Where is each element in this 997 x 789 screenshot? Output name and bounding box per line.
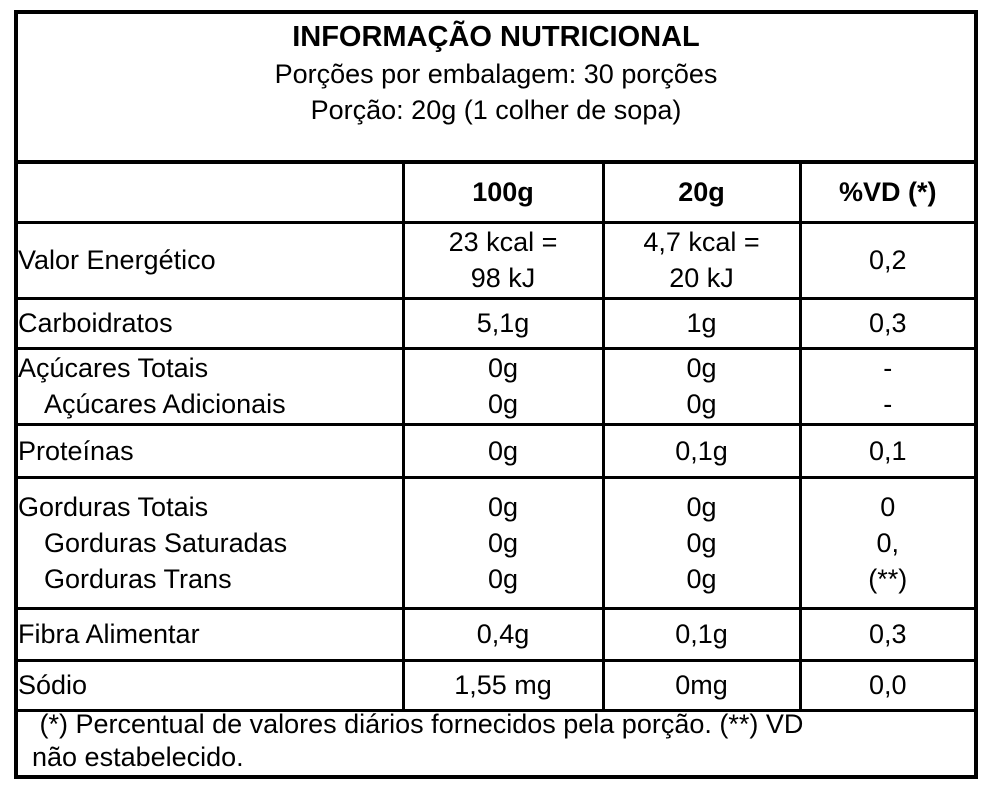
value-sub: 0g bbox=[686, 389, 717, 419]
column-header-20g: 20g bbox=[601, 164, 802, 224]
nutrient-name: Açúcares Totais Açúcares Adicionais bbox=[18, 346, 405, 426]
value-kj: 98 kJ bbox=[470, 263, 536, 293]
value-sub: 0g bbox=[686, 527, 717, 558]
table-row: Fibra Alimentar 0,4g 0,1g 0,3 bbox=[18, 606, 974, 662]
nutrient-name: Carboidratos bbox=[18, 296, 405, 350]
value-main: 0g bbox=[487, 491, 519, 522]
value-100g: 1,55 mg bbox=[401, 658, 605, 712]
value-20g: 0g 0g 0g bbox=[601, 475, 802, 610]
value-100g: 23 kcal = 98 kJ bbox=[401, 220, 605, 300]
nutrient-name-sub: Açúcares Adicionais bbox=[44, 389, 286, 419]
column-header-vd: %VD (*) bbox=[798, 164, 974, 224]
value-vd: - - bbox=[798, 346, 974, 426]
value-20g: 0,1g bbox=[601, 606, 802, 662]
table-row: Valor Energético 23 kcal = 98 kJ 4,7 kca… bbox=[18, 220, 974, 300]
value-vd: 0,2 bbox=[798, 220, 974, 300]
value-100g: 0g bbox=[401, 422, 605, 479]
table-row: Gorduras Totais Gorduras Saturadas Gordu… bbox=[18, 475, 974, 610]
value-main: 0g bbox=[686, 491, 717, 522]
column-header-nutrient bbox=[18, 164, 405, 224]
table-row: Carboidratos 5,1g 1g 0,3 bbox=[18, 296, 974, 350]
value-20g: 4,7 kcal = 20 kJ bbox=[601, 220, 802, 300]
value-20g: 1g bbox=[601, 296, 802, 350]
value-vd: 0,3 bbox=[798, 296, 974, 350]
nutrition-table: 100g 20g %VD (*) Valor Energético 23 kca… bbox=[18, 164, 974, 712]
value-100g: 0g 0g bbox=[401, 346, 605, 426]
value-main: - bbox=[883, 353, 893, 383]
value-kj: 20 kJ bbox=[669, 263, 734, 293]
nutrient-name: Gorduras Totais Gorduras Saturadas Gordu… bbox=[18, 475, 405, 610]
value-vd: 0,3 bbox=[798, 606, 974, 662]
table-row: Sódio 1,55 mg 0mg 0,0 bbox=[18, 658, 974, 712]
value-sub: 0g bbox=[686, 563, 717, 594]
table-row: Proteínas 0g 0,1g 0,1 bbox=[18, 422, 974, 479]
table-row: Açúcares Totais Açúcares Adicionais 0g 0… bbox=[18, 346, 974, 426]
table-header-row: 100g 20g %VD (*) bbox=[18, 164, 974, 224]
value-kcal: 23 kcal = bbox=[448, 227, 558, 257]
nutrient-name-sub: Gorduras Saturadas bbox=[44, 527, 288, 558]
value-20g: 0mg bbox=[601, 658, 802, 712]
nutrient-name-sub: Gorduras Trans bbox=[44, 563, 232, 594]
column-header-100g: 100g bbox=[401, 164, 605, 224]
servings-per-package: Porções por embalagem: 30 porções bbox=[274, 59, 718, 89]
value-sub: 0g bbox=[487, 389, 519, 419]
value-100g: 0,4g bbox=[401, 606, 605, 662]
label-title: INFORMAÇÃO NUTRICIONAL bbox=[292, 21, 700, 53]
label-header: INFORMAÇÃO NUTRICIONAL Porções por embal… bbox=[18, 14, 974, 164]
nutrient-name: Sódio bbox=[18, 658, 405, 712]
nutrient-name-main: Gorduras Totais bbox=[18, 491, 209, 522]
value-100g: 0g 0g 0g bbox=[401, 475, 605, 610]
footnote: (*) Percentual de valores diários fornec… bbox=[18, 706, 974, 776]
value-100g: 5,1g bbox=[401, 296, 605, 350]
value-main: 0g bbox=[487, 353, 519, 383]
value-kcal: 4,7 kcal = bbox=[643, 227, 760, 257]
value-vd: 0,0 bbox=[798, 658, 974, 712]
value-vd: 0,1 bbox=[798, 422, 974, 479]
header-divider bbox=[18, 160, 974, 164]
value-sub: (**) bbox=[868, 563, 908, 594]
nutrient-name-main: Açúcares Totais bbox=[18, 353, 209, 383]
nutrient-name: Valor Energético bbox=[18, 220, 405, 300]
footnote-line: não estabelecido. bbox=[32, 742, 244, 772]
value-main: 0g bbox=[686, 353, 717, 383]
footnote-line: (*) Percentual de valores diários fornec… bbox=[32, 709, 804, 739]
value-20g: 0g 0g bbox=[601, 346, 802, 426]
nutrition-facts-label: INFORMAÇÃO NUTRICIONAL Porções por embal… bbox=[14, 10, 978, 779]
value-sub: 0g bbox=[487, 563, 519, 594]
value-main: 0 bbox=[880, 491, 896, 522]
value-sub: - bbox=[883, 389, 893, 419]
nutrient-name: Proteínas bbox=[18, 422, 405, 479]
serving-size: Porção: 20g (1 colher de sopa) bbox=[310, 95, 682, 125]
value-vd: 0 0, (**) bbox=[798, 475, 974, 610]
value-sub: 0, bbox=[876, 527, 900, 558]
value-20g: 0,1g bbox=[601, 422, 802, 479]
nutrient-name: Fibra Alimentar bbox=[18, 606, 405, 662]
value-sub: 0g bbox=[487, 527, 519, 558]
